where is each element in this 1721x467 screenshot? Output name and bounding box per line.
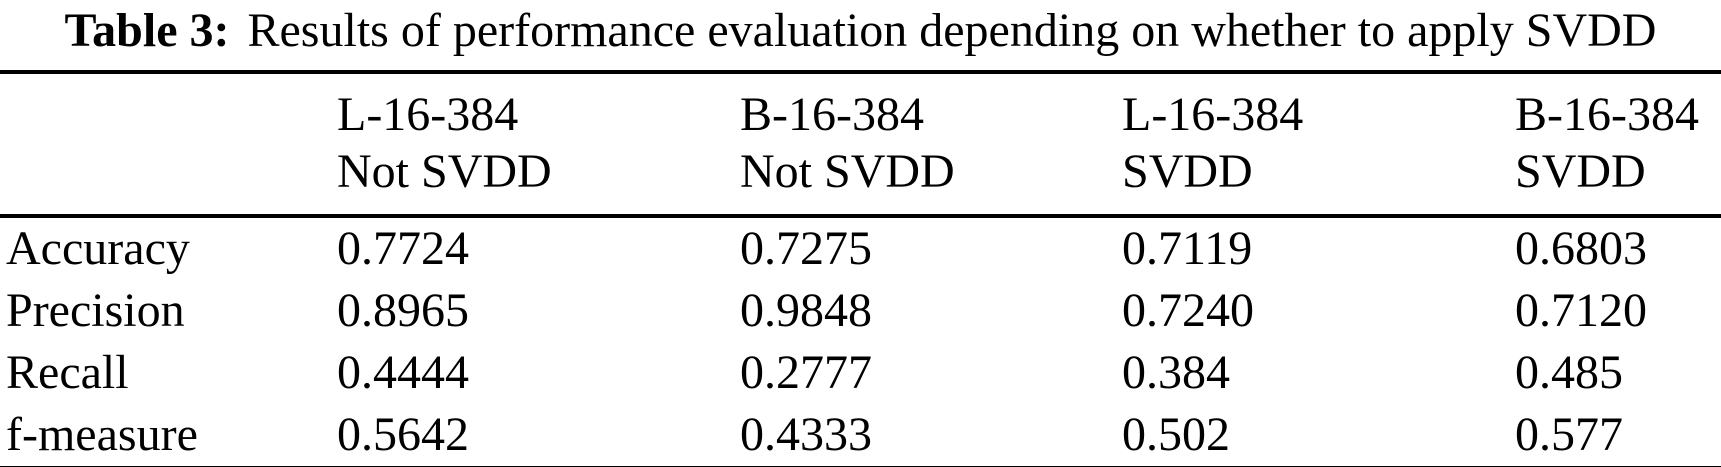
table-row-recall: Recall 0.4444 0.2777 0.384 0.485 [0,342,1721,404]
value-cell: 0.4333 [740,408,872,461]
row-label: Precision [6,284,185,337]
column-header-model: B-16-384 [740,88,924,141]
column-header-empty [0,72,337,218]
row-label: Accuracy [6,222,190,275]
column-header-condition: Not SVDD [337,145,552,198]
table-row-precision: Precision 0.8965 0.9848 0.7240 0.7120 [0,280,1721,342]
value-cell: 0.502 [1122,408,1230,461]
value-cell: 0.9848 [740,284,872,337]
column-header-b16-384-not-svdd: B-16-384 Not SVDD [740,72,1122,218]
table-row-accuracy: Accuracy 0.7724 0.7275 0.7119 0.6803 [0,216,1721,280]
row-label: f-measure [6,408,198,461]
column-header-l16-384-svdd: L-16-384 SVDD [1122,72,1515,218]
value-cell: 0.7120 [1515,284,1647,337]
column-header-condition: SVDD [1515,145,1646,198]
column-header-condition: SVDD [1122,145,1253,198]
value-cell: 0.7724 [337,222,469,275]
column-header-model: L-16-384 [337,88,519,141]
value-cell: 0.7275 [740,222,872,275]
value-cell: 0.2777 [740,346,872,399]
value-cell: 0.577 [1515,408,1623,461]
column-header-l16-384-not-svdd: L-16-384 Not SVDD [337,72,740,218]
value-cell: 0.8965 [337,284,469,337]
value-cell: 0.7240 [1122,284,1254,337]
table-header-row: L-16-384 Not SVDD B-16-384 Not SVDD L-16… [0,72,1721,218]
table-caption-label: Table 3: [64,4,230,57]
value-cell: 0.5642 [337,408,469,461]
value-cell: 0.4444 [337,346,469,399]
value-cell: 0.384 [1122,346,1230,399]
column-header-model: L-16-384 [1122,88,1304,141]
table-row-f-measure: f-measure 0.5642 0.4333 0.502 0.577 [0,404,1721,467]
value-cell: 0.6803 [1515,222,1647,275]
value-cell: 0.485 [1515,346,1623,399]
column-header-b16-384-svdd: B-16-384 SVDD [1515,72,1721,218]
value-cell: 0.7119 [1122,222,1253,275]
column-header-model: B-16-384 [1515,88,1699,141]
table-caption-text: Results of performance evaluation depend… [247,4,1657,57]
row-label: Recall [6,346,129,399]
results-table: L-16-384 Not SVDD B-16-384 Not SVDD L-16… [0,70,1721,467]
table-caption: Table 3: Results of performance evaluatio… [0,0,1721,70]
column-header-condition: Not SVDD [740,145,955,198]
